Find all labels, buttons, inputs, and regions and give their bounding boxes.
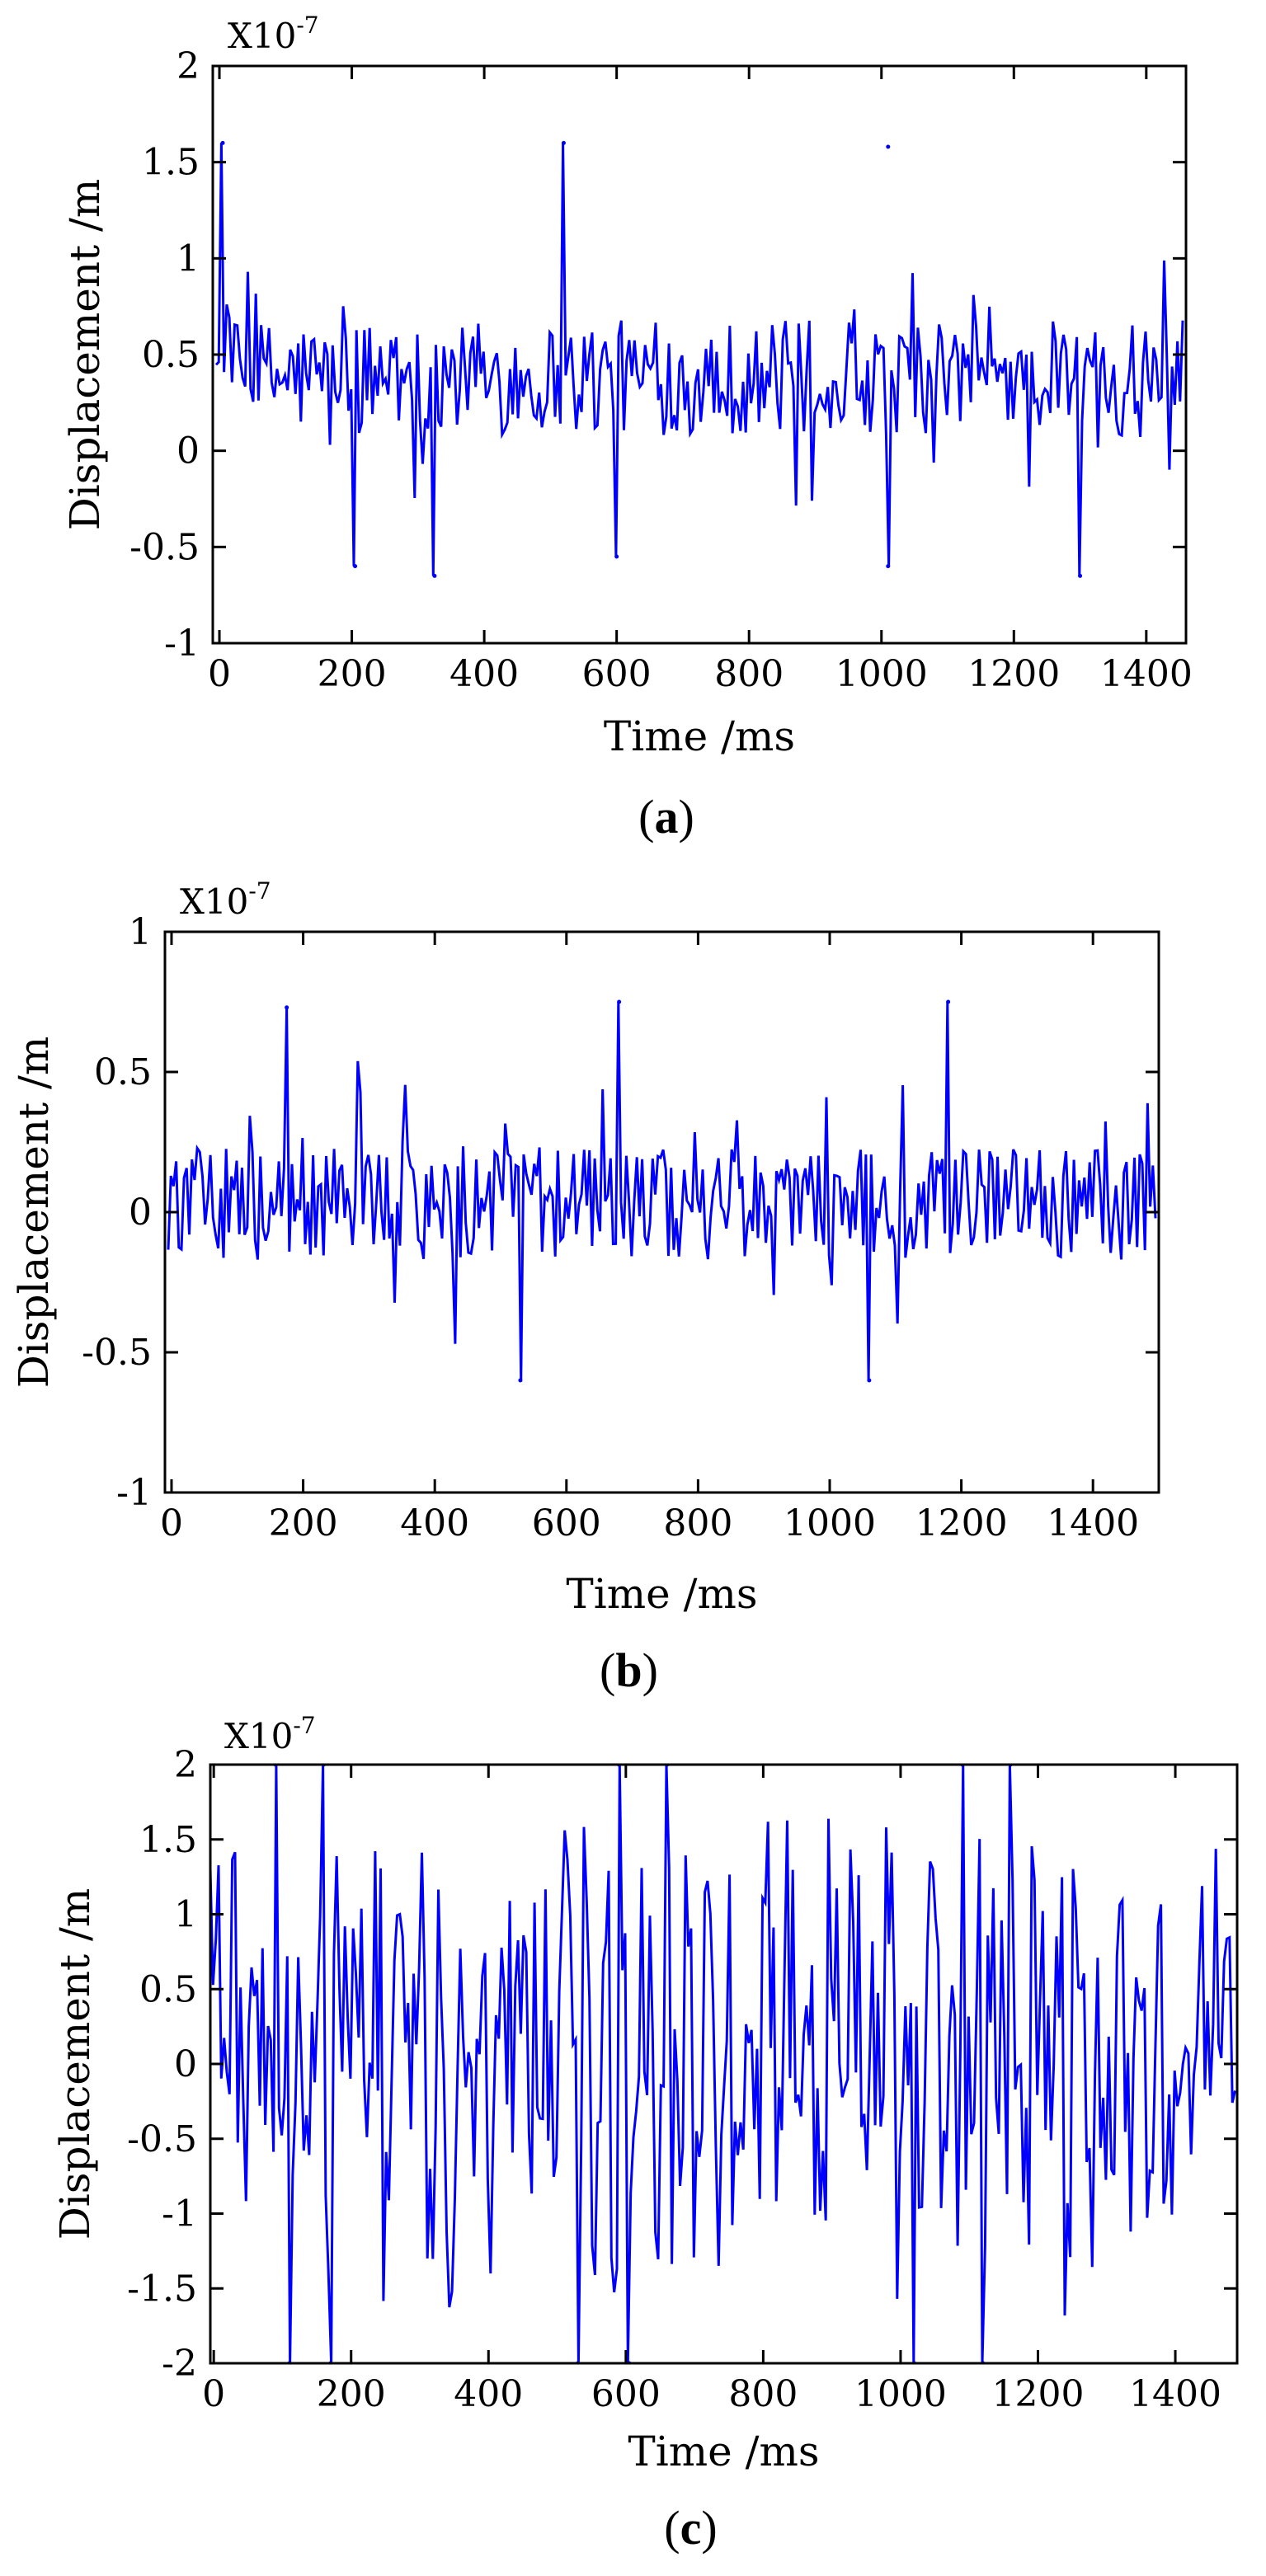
data-point <box>614 554 619 559</box>
x-tick-label: 600 <box>591 2373 661 2415</box>
y-tick-label: 1 <box>174 1894 197 1936</box>
scale-factor-label: X10-7 <box>228 12 319 56</box>
data-point <box>220 140 225 145</box>
x-tick-label: 1000 <box>835 653 928 695</box>
y-axis-label: Displacement /m <box>61 179 109 531</box>
data-point <box>946 999 951 1004</box>
y-tick-label: -2 <box>162 2343 197 2385</box>
subfigure-caption: (b) <box>600 1643 658 1697</box>
chart-a: 0 200 400 600 800 1000 1200 1400 -1 -0.5 0 0.5 1 1.5 2… <box>61 12 1193 844</box>
y-tick-label: -1 <box>116 1472 152 1514</box>
subfigure-caption: (c) <box>664 2501 717 2555</box>
y-tick-label: 2 <box>174 1744 197 1786</box>
y-tick-label: 1.5 <box>142 142 200 184</box>
y-axis-label: Displacement /m <box>51 1888 99 2240</box>
x-tick-label: 0 <box>202 2373 225 2415</box>
data-point <box>1078 573 1083 578</box>
x-tick-label: 1200 <box>967 653 1060 695</box>
y-tick-label: 1 <box>129 911 152 953</box>
x-tick-label: 1000 <box>784 1502 876 1544</box>
x-tick-label: 200 <box>317 2373 386 2415</box>
data-point <box>518 1378 523 1383</box>
x-tick-label: 0 <box>160 1502 183 1544</box>
x-tick-label: 800 <box>663 1502 732 1544</box>
y-tick-label: -0.5 <box>82 1332 152 1374</box>
y-tick-label: 1 <box>176 237 200 280</box>
x-axis-label: Time /ms <box>566 1570 757 1618</box>
data-point <box>432 573 437 578</box>
y-tick-label: 0 <box>174 2043 197 2085</box>
series-displacement <box>210 1765 1236 2363</box>
y-axis-label: Displacement /m <box>10 1037 58 1389</box>
y-tick-label: 0.5 <box>142 334 200 376</box>
x-tick-label: 1000 <box>854 2373 947 2415</box>
y-tick-label: -1 <box>164 623 200 665</box>
x-tick-label: 400 <box>400 1502 469 1544</box>
chart-c: 0 200 400 600 800 1000 1200 1400 -2 -1.5 -1 -0.5 0 0.… <box>51 1715 1239 2555</box>
y-tick-label: 0.5 <box>94 1051 152 1093</box>
x-tick-label: 1400 <box>1047 1502 1139 1544</box>
x-tick-label: 1400 <box>1100 653 1193 695</box>
x-tick-label: 1400 <box>1129 2373 1221 2415</box>
x-tick-label: 400 <box>449 653 519 695</box>
x-axis-label: Time /ms <box>604 712 795 760</box>
x-tick-label: 600 <box>582 653 652 695</box>
series-displacement <box>167 1001 1157 1381</box>
y-tick-label: -1 <box>162 2193 197 2235</box>
y-tick-label: 0 <box>129 1192 152 1234</box>
x-tick-label: 400 <box>454 2373 523 2415</box>
data-point <box>886 564 891 569</box>
series-displacement <box>214 143 1184 576</box>
scale-factor-label: X10-7 <box>224 1715 316 1756</box>
y-tick-label: -1.5 <box>127 2268 197 2310</box>
y-tick-label: -0.5 <box>127 2118 197 2160</box>
data-point <box>867 1378 872 1383</box>
x-tick-label: 800 <box>728 2373 798 2415</box>
y-tick-label: -0.5 <box>129 526 200 568</box>
x-tick-label: 200 <box>269 1502 338 1544</box>
y-tick-label: 2 <box>176 45 200 87</box>
x-tick-label: 0 <box>208 653 231 695</box>
x-tick-label: 1200 <box>915 1502 1008 1544</box>
scale-factor-label: X10-7 <box>180 877 271 922</box>
chart-b: 0 200 400 600 800 1000 1200 1400 -1 -0.5 0 0.5 1 X10-… <box>10 877 1160 1697</box>
y-tick-label: 0.5 <box>139 1968 197 2010</box>
data-point <box>285 1005 289 1010</box>
x-tick-label: 600 <box>532 1502 601 1544</box>
subfigure-caption: (a) <box>638 790 694 844</box>
x-tick-label: 1200 <box>992 2373 1085 2415</box>
plot-frame <box>211 64 1188 645</box>
x-tick-label: 200 <box>318 653 387 695</box>
data-point <box>617 999 622 1004</box>
data-point <box>886 144 891 149</box>
data-point <box>561 140 566 145</box>
x-axis-label: Time /ms <box>628 2428 819 2475</box>
y-tick-label: 1.5 <box>139 1819 197 1861</box>
y-tick-label: 0 <box>176 430 200 472</box>
data-point <box>353 564 358 569</box>
x-tick-label: 800 <box>714 653 784 695</box>
